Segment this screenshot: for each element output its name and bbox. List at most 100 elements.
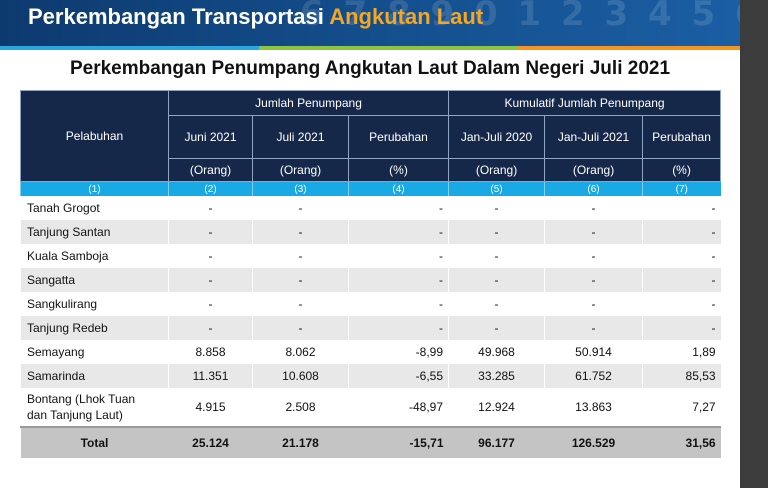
- header-group-jumlah: Jumlah Penumpang: [167, 90, 450, 116]
- table-row: Kuala Samboja - - - - - -: [20, 244, 721, 268]
- header-juni-2021: Juni 2021: [168, 115, 253, 159]
- cell-value: -: [448, 292, 545, 316]
- cell-value: 1,89: [642, 340, 721, 364]
- column-number: (4): [347, 181, 449, 196]
- cell-value: -: [347, 220, 449, 244]
- header-juli-2021: Juli 2021: [252, 115, 349, 159]
- header-perubahan-kumulatif: Perubahan: [642, 115, 722, 159]
- banner-title-accent: Angkutan Laut: [329, 4, 484, 29]
- banner-decor-digits: 6 7 8 9 0 1 2 3 4 5 6 7 8 9: [300, 0, 740, 34]
- cell-value: -: [347, 196, 449, 220]
- cell-value: -: [168, 196, 253, 220]
- banner-title-main: Perkembangan Transportasi: [28, 4, 324, 29]
- port-name: Samarinda: [20, 364, 169, 388]
- table-row: Tanah Grogot - - - - - -: [20, 196, 721, 220]
- table-row: Semayang 8.858 8.062 -8,99 49.968 50.914…: [20, 340, 721, 364]
- total-row: Total 25.124 21.178 -15,71 96.177 126.52…: [20, 426, 721, 458]
- table-row: Tanjung Redeb - - - - - -: [20, 316, 721, 340]
- column-number: (7): [642, 181, 721, 196]
- total-value: 96.177: [448, 426, 545, 458]
- cell-value: -: [544, 316, 643, 340]
- cell-value: 61.752: [544, 364, 643, 388]
- total-value: 25.124: [168, 426, 253, 458]
- total-value: 126.529: [544, 426, 643, 458]
- cell-value: -: [168, 220, 253, 244]
- cell-value: -: [252, 268, 349, 292]
- cell-value: -: [544, 220, 643, 244]
- port-name: Bontang (Lhok Tuan dan Tanjung Laut): [20, 388, 169, 427]
- table-row: Bontang (Lhok Tuan dan Tanjung Laut) 4.91…: [20, 388, 721, 427]
- cell-value: 11.351: [168, 364, 253, 388]
- cell-value: -: [448, 244, 545, 268]
- cell-value: -: [642, 316, 721, 340]
- total-label: Total: [20, 426, 169, 458]
- cell-value: 2.508: [252, 388, 349, 427]
- header-group-kumulatif: Kumulatif Jumlah Penumpang: [448, 90, 722, 116]
- column-number: (1): [20, 181, 169, 196]
- cell-value: -: [544, 268, 643, 292]
- column-number: (3): [252, 181, 349, 196]
- cell-value: 33.285: [448, 364, 545, 388]
- table-row: Sangatta - - - - - -: [20, 268, 721, 292]
- header-jan-juli-2021: Jan-Juli 2021: [544, 115, 644, 159]
- table-row: Tanjung Santan - - - - - -: [20, 220, 721, 244]
- port-name-line2: dan Tanjung Laut): [27, 408, 123, 422]
- cell-value: -: [544, 244, 643, 268]
- cell-value: -: [168, 268, 253, 292]
- cell-value: -: [544, 196, 643, 220]
- port-name: Semayang: [20, 340, 169, 364]
- cell-value: -8,99: [347, 340, 449, 364]
- port-name: Sangkulirang: [20, 292, 169, 316]
- unit-cell: (Orang): [168, 158, 253, 182]
- cell-value: -: [168, 244, 253, 268]
- cell-value: -: [168, 292, 253, 316]
- cell-value: -: [252, 244, 349, 268]
- cell-value: -: [347, 244, 449, 268]
- header-jan-juli-2020: Jan-Juli 2020: [448, 115, 546, 159]
- unit-cell: (%): [642, 158, 722, 182]
- cell-value: -6,55: [347, 364, 449, 388]
- cell-value: 85,53: [642, 364, 721, 388]
- header-perubahan: Perubahan: [347, 115, 450, 159]
- cell-value: 49.968: [448, 340, 545, 364]
- passenger-table: Pelabuhan Jumlah Penumpang Kumulatif Jum…: [20, 90, 722, 458]
- unit-cell: (%): [347, 158, 450, 182]
- cell-value: -: [642, 244, 721, 268]
- column-number: (6): [544, 181, 643, 196]
- cell-value: -: [642, 196, 721, 220]
- document-page: 6 7 8 9 0 1 2 3 4 5 6 7 8 9 Perkembangan…: [0, 0, 740, 488]
- cell-value: -: [347, 268, 449, 292]
- cell-value: -: [448, 220, 545, 244]
- cell-value: 7,27: [642, 388, 721, 427]
- header-port: Pelabuhan: [20, 90, 169, 182]
- cell-value: 10.608: [252, 364, 349, 388]
- table-title: Perkembangan Penumpang Angkutan Laut Dal…: [69, 58, 671, 79]
- cell-value: -: [448, 196, 545, 220]
- port-name-line1: Bontang (Lhok Tuan: [27, 392, 136, 406]
- cell-value: -: [252, 292, 349, 316]
- cell-value: -: [448, 316, 545, 340]
- color-stripe: [0, 46, 740, 50]
- port-name: Tanjung Redeb: [20, 316, 169, 340]
- table-row: Sangkulirang - - - - - -: [20, 292, 721, 316]
- cell-value: -: [252, 220, 349, 244]
- cell-value: -: [642, 268, 721, 292]
- cell-value: -48,97: [347, 388, 449, 427]
- cell-value: 12.924: [448, 388, 545, 427]
- cell-value: -: [347, 316, 449, 340]
- column-number: (5): [448, 181, 545, 196]
- cell-value: -: [347, 292, 449, 316]
- unit-cell: (Orang): [252, 158, 349, 182]
- port-name: Sangatta: [20, 268, 169, 292]
- column-number-row: (1) (2) (3) (4) (5) (6) (7): [20, 181, 721, 196]
- cell-value: -: [448, 268, 545, 292]
- port-name: Kuala Samboja: [20, 244, 169, 268]
- cell-value: 8.858: [168, 340, 253, 364]
- table-row: Samarinda 11.351 10.608 -6,55 33.285 61.…: [20, 364, 721, 388]
- total-value: 31,56: [642, 426, 721, 458]
- port-name: Tanjung Santan: [20, 220, 169, 244]
- cell-value: 8.062: [252, 340, 349, 364]
- total-value: 21.178: [252, 426, 349, 458]
- cell-value: -: [544, 292, 643, 316]
- cell-value: -: [642, 220, 721, 244]
